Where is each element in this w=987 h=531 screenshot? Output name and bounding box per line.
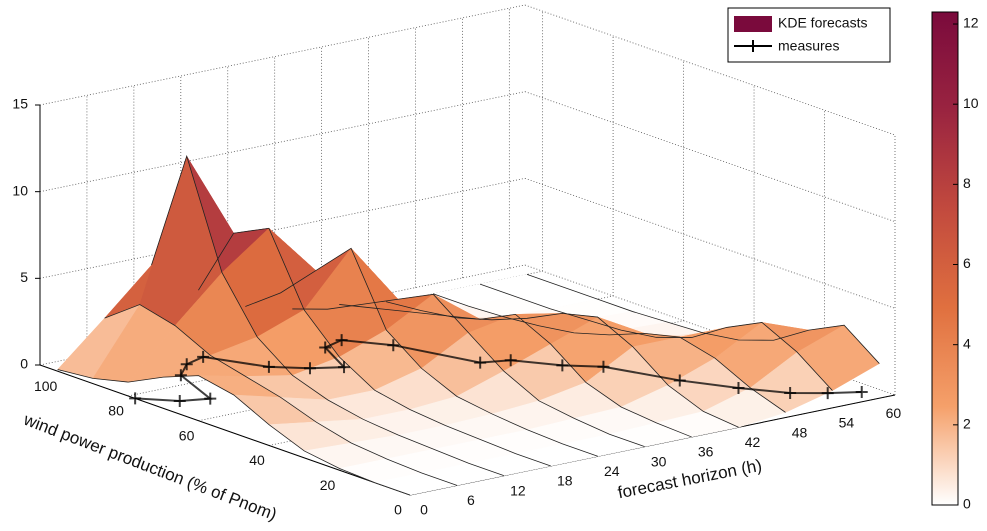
measure-marker [338,361,351,374]
x-tick-label: 24 [604,463,620,479]
axis-line [39,364,411,496]
colorbar-tick-label: 6 [963,255,971,271]
measure-marker [174,369,187,382]
slice-curve [57,369,411,496]
measure-marker [180,358,193,371]
measure-marker [387,339,400,352]
x-tick-label: 0 [420,502,428,518]
y-tick-label: 80 [108,403,124,419]
z-tick-label: 5 [20,269,28,285]
x-tick-label: 36 [698,444,714,460]
colorbar-tick-label: 2 [963,416,971,432]
x-tick-label: 42 [745,434,761,450]
x-tick-label: 60 [886,405,902,421]
x-tick-label: 30 [651,453,667,469]
measure-marker [673,374,686,387]
colorbar-tick-label: 4 [963,335,971,351]
slice-curve [479,283,833,391]
legend-swatch [734,16,772,32]
y-axis-title: wind power production (% of Pnom) [20,410,279,525]
y-tick-label: 20 [320,477,336,493]
y-tick-label: 40 [249,452,265,468]
measure-marker [821,387,834,400]
x-tick-label: 54 [839,415,855,431]
measure-marker [855,386,868,399]
colorbar-tick-label: 8 [963,175,971,191]
measure-marker [597,360,610,373]
colorbar-tick-label: 12 [963,15,979,31]
slice-curve [339,304,692,438]
slice-curve [198,227,551,467]
measure-marker [197,350,210,363]
y-tick-label: 0 [394,502,402,518]
slice-curve [432,293,786,413]
measure-marker [504,354,517,367]
z-tick-label: 15 [12,96,28,112]
grid-line [39,91,526,193]
y-tick-label: 100 [34,378,58,394]
colorbar-tick-label: 10 [963,95,979,111]
measure-marker [303,362,316,375]
colorbar [931,11,959,506]
legend-label: KDE forecasts [778,15,867,31]
grid-line [524,177,896,309]
legend-line [734,40,772,52]
slice-curve [104,304,458,486]
legend-label: measures [778,38,839,54]
colorbar-tick-label: 0 [963,496,971,512]
measure-marker [784,387,797,400]
slice-curve [292,293,645,447]
measure-marker [319,341,332,354]
measure-marker [556,359,569,372]
grid-line [39,4,526,106]
x-axis-title: forecast horizon (h) [616,456,763,503]
measure-marker [173,395,186,408]
grid-line [524,91,896,223]
slice-curve [245,247,598,457]
measure-marker [262,360,275,373]
x-tick-label: 48 [792,424,808,440]
z-tick-label: 0 [20,356,28,372]
slice-curve [526,274,880,364]
measure-marker [732,381,745,394]
y-tick-label: 60 [179,427,195,443]
z-tick-label: 10 [12,182,28,198]
measure-marker [335,334,348,347]
measure-marker [204,392,217,405]
measure-marker [474,356,487,369]
x-tick-label: 18 [557,473,573,489]
x-tick-label: 6 [467,492,475,508]
slice-curve [151,154,505,477]
x-tick-label: 12 [510,482,526,498]
measure-marker [129,392,142,405]
